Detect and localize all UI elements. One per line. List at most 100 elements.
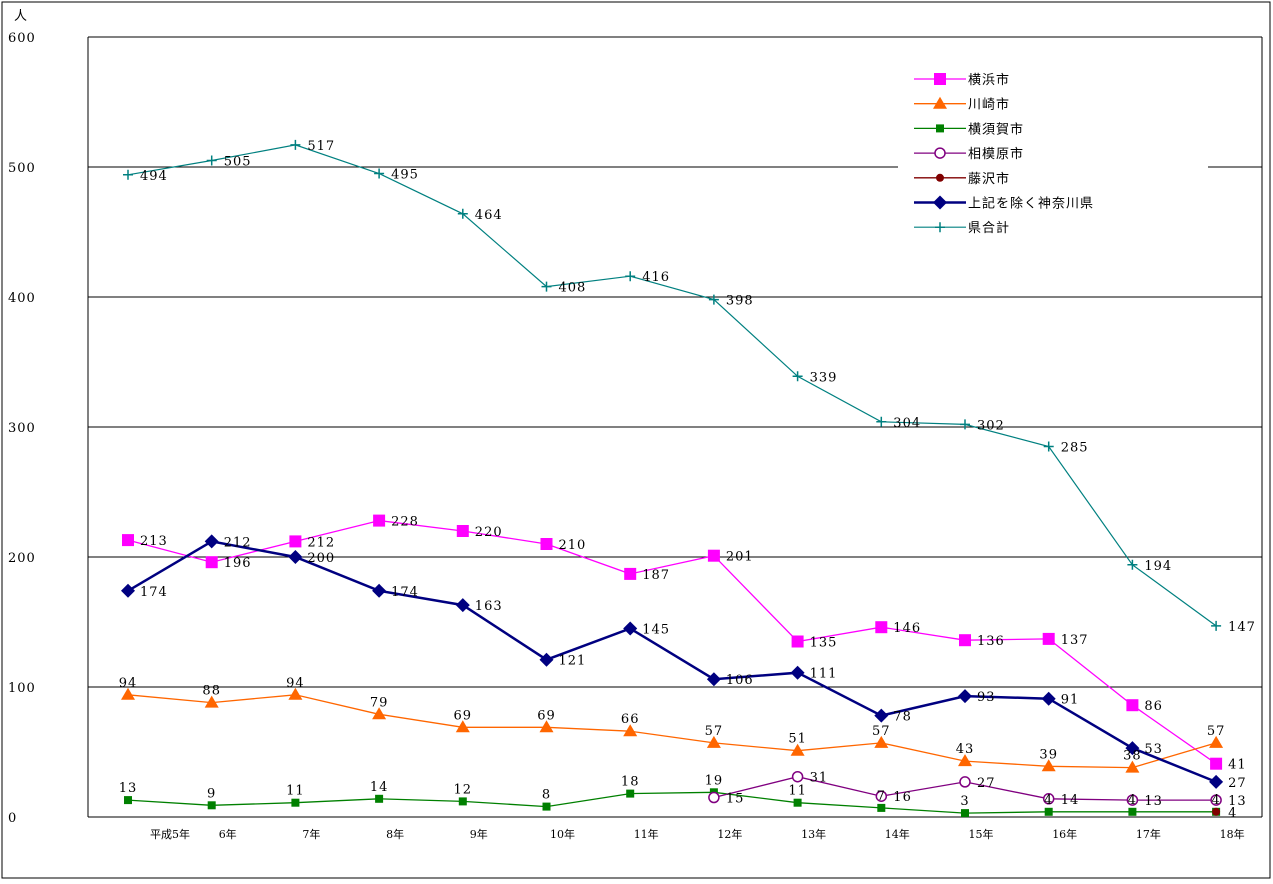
data-label: 106 [726, 673, 754, 688]
data-label: 51 [788, 732, 807, 747]
data-label: 4 [1228, 806, 1237, 821]
y-tick-label: 0 [8, 811, 17, 826]
data-point [874, 708, 889, 723]
legend-label: 上記を除く神奈川県 [968, 196, 1094, 212]
series-line [127, 144, 1217, 627]
data-point [1128, 807, 1137, 816]
data-point [706, 735, 721, 748]
data-label: 174 [391, 585, 419, 600]
data-point [1212, 807, 1221, 816]
data-point [204, 534, 219, 549]
data-point [539, 652, 554, 667]
data-label: 408 [559, 281, 587, 296]
series-line [127, 791, 1217, 814]
data-label: 4 [1044, 793, 1053, 808]
series-2 [121, 687, 1224, 773]
data-point [541, 281, 552, 292]
data-point [624, 567, 637, 580]
data-point [626, 789, 635, 798]
data-label: 19 [705, 773, 724, 788]
data-label: 228 [391, 515, 419, 530]
series-line [127, 694, 1217, 769]
data-point [122, 534, 134, 547]
data-label: 38 [1123, 749, 1142, 764]
legend-label: 横須賀市 [968, 121, 1024, 137]
data-point [124, 796, 132, 805]
y-tick-label: 600 [8, 31, 36, 46]
legend-box [898, 62, 1208, 242]
data-point [706, 672, 721, 687]
data-point [790, 665, 805, 680]
legend-item: 相模原市 [914, 146, 1023, 162]
x-tick-label: 13年 [801, 827, 826, 841]
data-point [542, 802, 551, 811]
y-tick-label: 300 [8, 421, 36, 436]
data-point [1210, 757, 1223, 770]
data-point [623, 621, 638, 636]
data-label: 69 [454, 708, 473, 723]
x-tick-label: 16年 [1052, 827, 1077, 841]
data-label: 66 [621, 712, 640, 727]
data-label: 163 [475, 599, 503, 614]
data-label: 517 [307, 139, 335, 154]
data-label: 220 [475, 525, 503, 540]
data-point [1042, 793, 1055, 805]
x-tick-label: 17年 [1136, 827, 1161, 841]
x-tick-label: 18年 [1220, 827, 1245, 841]
data-label: 416 [642, 270, 670, 285]
data-point [1042, 632, 1055, 645]
data-point [790, 743, 805, 756]
data-point [204, 695, 219, 708]
data-point [959, 634, 971, 647]
legend-label: 藤沢市 [968, 171, 1010, 187]
data-point [375, 794, 384, 803]
x-tick-label: 11年 [634, 827, 659, 841]
data-point [289, 535, 302, 548]
data-label: 13 [1228, 794, 1247, 809]
series-line [127, 519, 1217, 765]
legend-item: 川崎市 [914, 96, 1009, 113]
data-point [623, 724, 638, 737]
data-label: 15 [726, 792, 745, 807]
data-label: 4 [1128, 793, 1137, 808]
data-label: 13 [1144, 794, 1163, 809]
data-point [457, 208, 468, 219]
data-label: 398 [726, 294, 754, 309]
y-tick-labels: 0 100 200 300 400 500 600 [8, 31, 36, 826]
data-point [876, 416, 887, 427]
legend-item: 藤沢市 [914, 171, 1010, 187]
data-label: 121 [559, 654, 587, 669]
data-point [1125, 741, 1140, 756]
data-label: 8 [542, 788, 551, 803]
data-label: 495 [391, 168, 419, 183]
data-point [123, 169, 133, 180]
legend-marker [936, 173, 944, 182]
data-label: 43 [956, 742, 975, 757]
data-point [1041, 759, 1056, 772]
series-group [121, 139, 1224, 818]
data-label: 69 [537, 708, 556, 723]
data-label: 194 [1144, 559, 1172, 574]
x-tick-label: 8年 [386, 827, 404, 841]
data-label: 200 [307, 551, 335, 566]
data-label: 57 [1207, 724, 1226, 739]
data-label: 57 [705, 724, 724, 739]
data-point [707, 549, 720, 562]
data-point [206, 155, 217, 166]
data-point [205, 556, 218, 569]
data-label: 137 [1061, 633, 1089, 648]
data-point [539, 720, 554, 733]
data-label: 212 [224, 535, 252, 550]
data-label: 147 [1228, 620, 1256, 635]
data-point [374, 168, 385, 179]
y-tick-label: 200 [8, 551, 36, 566]
data-label: 187 [642, 568, 670, 583]
data-point [372, 707, 387, 720]
series-7 [123, 139, 1222, 631]
data-label: 14 [370, 780, 389, 795]
y-tick-label: 100 [8, 681, 36, 696]
legend-marker [935, 222, 945, 233]
data-point [961, 809, 969, 818]
